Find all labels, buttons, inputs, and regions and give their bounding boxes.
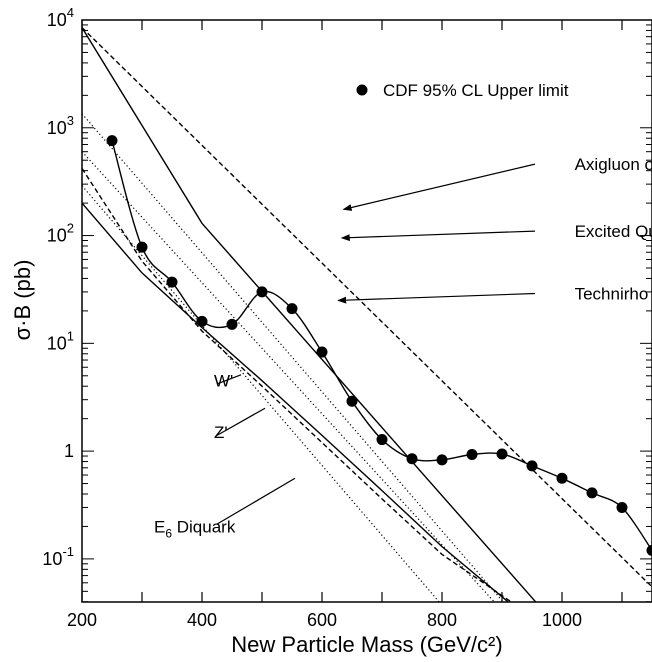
plot-frame bbox=[81, 19, 652, 603]
data-point bbox=[316, 346, 328, 358]
annotation-label: W' bbox=[214, 372, 233, 391]
annotation-suffix: Diquark bbox=[172, 517, 236, 536]
annotation-text: W' bbox=[214, 372, 233, 391]
x-tick-label: 1000 bbox=[542, 610, 582, 630]
annotation-arrow bbox=[216, 407, 266, 436]
y-tick-label: 10-1 bbox=[42, 544, 74, 569]
data-point bbox=[136, 241, 148, 253]
y-tick-base: 10 bbox=[47, 333, 67, 353]
x-tick-label: 200 bbox=[67, 610, 97, 630]
y-tick-base: 10 bbox=[47, 226, 67, 246]
data-point bbox=[496, 448, 508, 460]
series-line-w- bbox=[82, 113, 504, 602]
y-tick-exponent: 3 bbox=[67, 113, 74, 128]
data-point bbox=[526, 460, 538, 472]
series-line-z- bbox=[82, 151, 495, 602]
series-line-technirho bbox=[82, 168, 512, 602]
annotation-arrow bbox=[216, 477, 296, 525]
y-tick-exponent: -1 bbox=[62, 544, 74, 559]
y-tick-label: 1 bbox=[64, 441, 74, 461]
y-tick-label: 101 bbox=[47, 328, 74, 353]
x-tick-label: 400 bbox=[187, 610, 217, 630]
series-line-excited-quark bbox=[82, 27, 537, 602]
data-point bbox=[466, 449, 478, 461]
legend-marker bbox=[356, 84, 368, 96]
y-tick-label: 103 bbox=[47, 113, 74, 138]
data-point bbox=[346, 395, 358, 407]
annotation-label: Z' bbox=[214, 423, 228, 442]
annotation-label: Axigluon or Coloron bbox=[575, 155, 652, 174]
x-axis-label: New Particle Mass (GeV/c²) bbox=[231, 632, 502, 657]
annotation-arrow bbox=[340, 230, 536, 242]
series-layer bbox=[82, 27, 652, 602]
y-tick-label: 102 bbox=[47, 221, 74, 246]
y-tick-base: 10 bbox=[47, 10, 67, 30]
data-point bbox=[586, 487, 598, 499]
annotation-arrow bbox=[216, 374, 242, 385]
legend-label: CDF 95% CL Upper limit bbox=[383, 81, 569, 100]
series-line-e6-diquark bbox=[82, 202, 509, 602]
data-point bbox=[226, 318, 238, 330]
x-tick-label: 800 bbox=[427, 610, 457, 630]
data-point bbox=[376, 434, 388, 446]
data-point bbox=[556, 472, 568, 484]
data-point bbox=[196, 315, 208, 327]
y-tick-base: 10 bbox=[42, 549, 62, 569]
series-line-unnamed-7 bbox=[82, 185, 440, 602]
y-tick-exponent: 2 bbox=[67, 221, 74, 236]
annotation-arrow bbox=[342, 163, 536, 211]
annotation-label: E6 Diquark bbox=[154, 517, 236, 540]
series-line-cdf-95-cl-upper-limit bbox=[111, 140, 652, 551]
y-tick-base: 1 bbox=[64, 441, 74, 461]
legend: CDF 95% CL Upper limit bbox=[356, 81, 569, 100]
annotations-layer: Axigluon or Coloron Excited Quark Technirh… bbox=[154, 155, 652, 540]
data-point bbox=[646, 544, 652, 556]
data-point bbox=[166, 276, 178, 288]
x-tick-label: 600 bbox=[307, 610, 337, 630]
annotation-text: Z' bbox=[214, 423, 228, 442]
annotation-arrow bbox=[337, 292, 536, 304]
y-tick-exponent: 4 bbox=[67, 5, 74, 20]
data-point bbox=[436, 454, 448, 466]
markers-layer bbox=[106, 135, 652, 556]
annotation-subscript: 6 bbox=[165, 526, 172, 540]
data-point bbox=[256, 286, 268, 298]
y-axis-label: σ·B (pb) bbox=[10, 260, 35, 341]
series-line-axigluon-or-coloron bbox=[82, 27, 652, 588]
annotation-text: E bbox=[154, 517, 165, 536]
data-point bbox=[616, 501, 628, 513]
annotation-text: Technirho bbox=[575, 284, 649, 303]
y-tick-exponent: 1 bbox=[67, 328, 74, 343]
data-point bbox=[106, 135, 118, 147]
annotation-text: Excited Quark bbox=[575, 222, 652, 241]
annotation-text: Axigluon or Coloron bbox=[575, 155, 652, 174]
annotation-label: Excited Quark bbox=[575, 222, 652, 241]
y-tick-base: 10 bbox=[47, 118, 67, 138]
data-point bbox=[286, 303, 298, 315]
y-tick-label: 104 bbox=[47, 5, 74, 30]
data-point bbox=[406, 453, 418, 465]
annotation-label: Technirho bbox=[575, 284, 649, 303]
